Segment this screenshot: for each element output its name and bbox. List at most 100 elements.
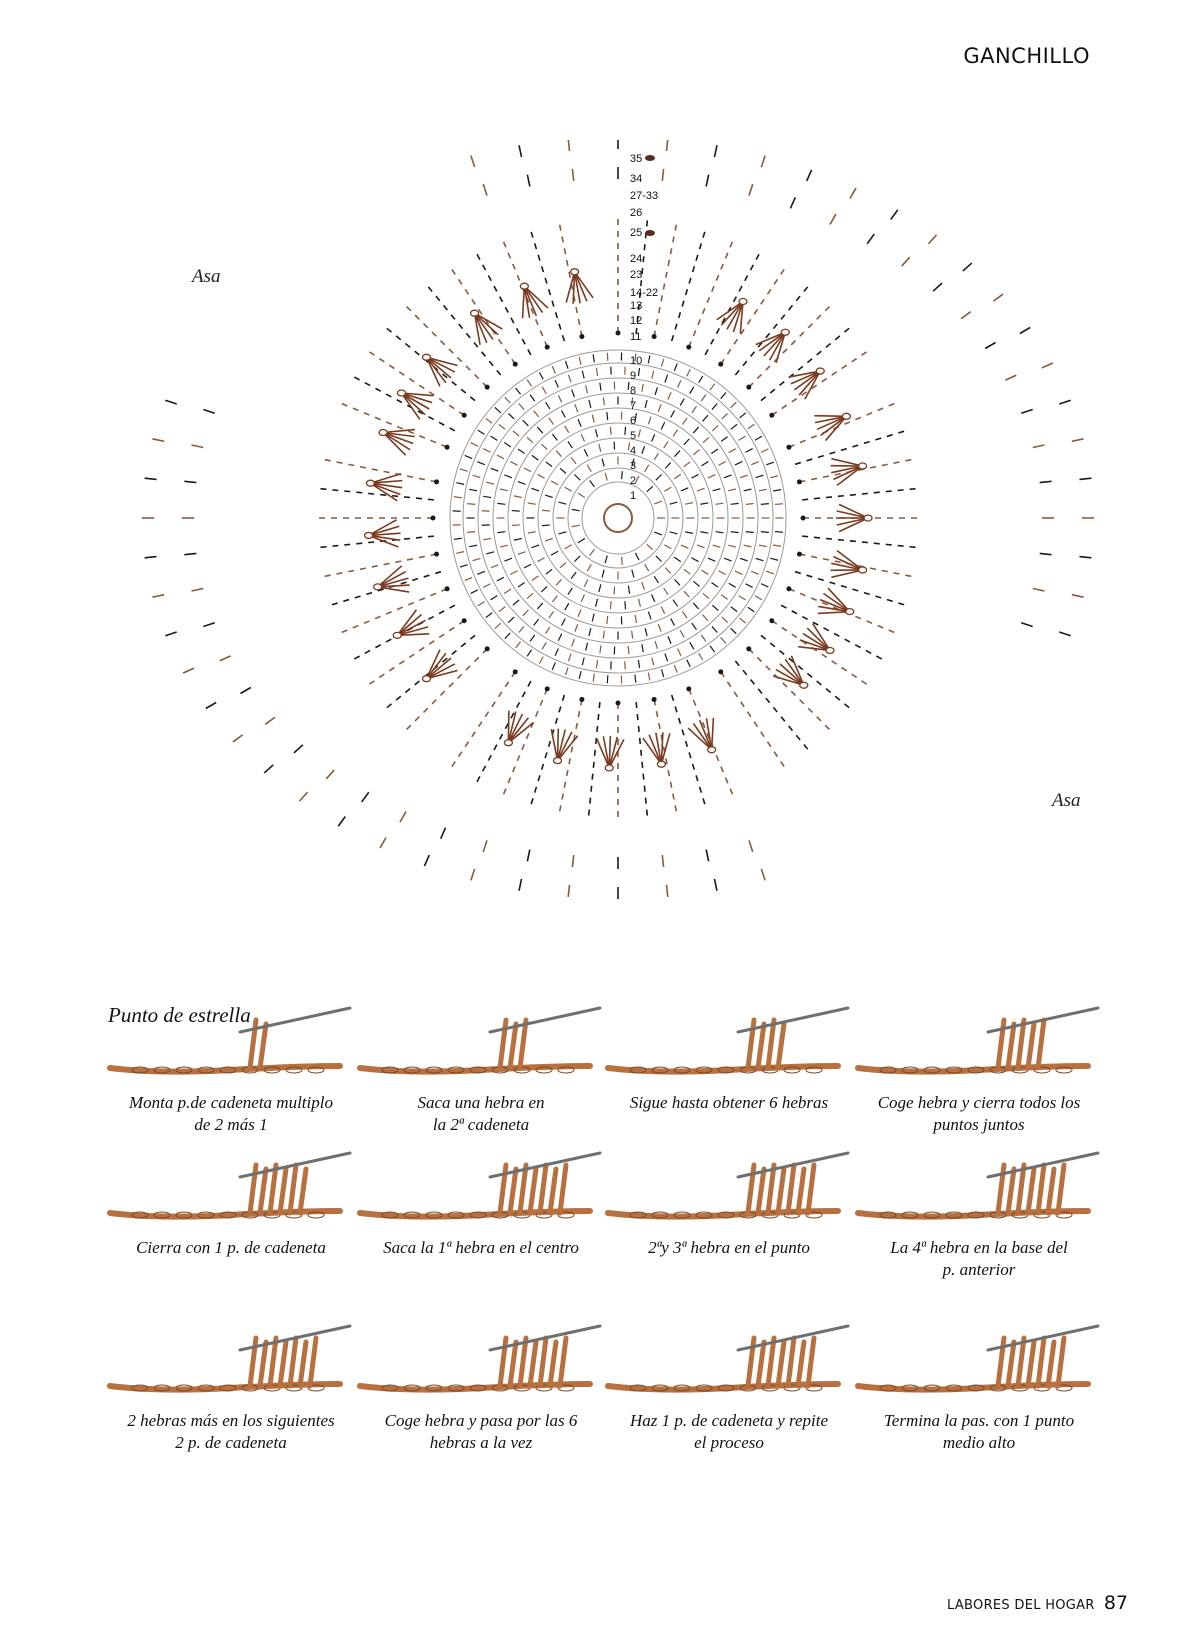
step-illustration bbox=[357, 1151, 602, 1220]
step-caption-line-2: medio alto bbox=[942, 1433, 1016, 1452]
outer-round-tick bbox=[361, 791, 370, 803]
stitch-tick bbox=[591, 613, 595, 622]
chain-link bbox=[131, 1066, 149, 1074]
chain-link bbox=[879, 1384, 897, 1392]
outer-round-tick bbox=[571, 855, 575, 868]
stitch-tick bbox=[459, 468, 468, 472]
chart-spoke bbox=[635, 702, 649, 817]
stitch-tick bbox=[477, 461, 486, 466]
stitch-tick bbox=[578, 356, 582, 366]
chain-link bbox=[219, 1211, 237, 1219]
yarn-loop bbox=[765, 1335, 777, 1389]
stitch-tick bbox=[564, 360, 569, 369]
yarn-loop bbox=[547, 1166, 559, 1216]
spoke-marker bbox=[615, 330, 621, 336]
stitch-tick bbox=[598, 584, 602, 593]
stitch-tick bbox=[657, 404, 662, 413]
yarn-loop bbox=[537, 1162, 549, 1216]
stitch-tick bbox=[541, 386, 547, 395]
chain-link bbox=[197, 1384, 215, 1392]
stitch-tick bbox=[470, 442, 479, 447]
stitch-tick bbox=[712, 488, 721, 492]
stitch-tick bbox=[631, 569, 635, 578]
stitch-tick bbox=[486, 551, 495, 555]
stitch-tick bbox=[490, 595, 498, 601]
chain-link bbox=[805, 1066, 823, 1074]
step-caption-line-1: Monta p.de cadeneta multiplo bbox=[129, 1093, 333, 1112]
chart-spoke bbox=[385, 634, 476, 709]
yarn-loop bbox=[277, 1339, 289, 1389]
yarn-chain bbox=[357, 1063, 593, 1075]
chart-spoke bbox=[319, 487, 434, 501]
stitch-tick bbox=[464, 576, 473, 582]
yarn-loop bbox=[1015, 1162, 1027, 1216]
stitch-tick bbox=[698, 652, 704, 661]
stitch-tick bbox=[497, 531, 506, 534]
stitch-tick bbox=[527, 531, 536, 534]
outer-round-tick bbox=[191, 587, 204, 592]
stitch-tick bbox=[660, 422, 666, 430]
outer-round-tick bbox=[748, 183, 754, 196]
stitch-tick bbox=[670, 410, 675, 418]
crochet-hook bbox=[986, 1151, 1100, 1179]
stitch-step-10: Coge hebra y pasa por las 6 hebras a la v… bbox=[350, 1318, 612, 1454]
crochet-hook bbox=[238, 1151, 352, 1179]
step-caption: Haz 1 p. de cadeneta y repite el proceso bbox=[598, 1410, 860, 1454]
outer-round-tick bbox=[1021, 408, 1033, 415]
stitch-tick bbox=[548, 611, 555, 619]
stitch-tick bbox=[745, 583, 753, 588]
stitch-tick bbox=[730, 401, 737, 409]
yarn-loop bbox=[507, 1021, 519, 1071]
round-label: 25 bbox=[630, 227, 642, 239]
stitch-tick bbox=[599, 645, 602, 654]
outer-round-tick bbox=[439, 827, 447, 839]
stitch-tick bbox=[494, 406, 502, 414]
chain-link bbox=[629, 1211, 647, 1219]
chart-spoke bbox=[788, 402, 896, 448]
stitch-tick bbox=[750, 570, 759, 575]
stitch-tick bbox=[469, 544, 478, 548]
star-stitch bbox=[421, 353, 458, 387]
chart-spoke bbox=[802, 535, 917, 549]
stitch-tick bbox=[743, 544, 752, 548]
yarn-loop bbox=[775, 1021, 787, 1071]
stitch-tick bbox=[586, 464, 592, 472]
stitch-tick bbox=[712, 424, 719, 432]
step-caption-line-1: Termina la pas. con 1 punto bbox=[883, 1411, 1075, 1430]
stitch-tick bbox=[653, 575, 659, 584]
stitch-tick bbox=[588, 399, 592, 408]
step-caption-line-1: Saca la 1ª hebra en el centro bbox=[383, 1238, 579, 1257]
step-caption: Monta p.de cadeneta multiplo de 2 más 1 bbox=[100, 1092, 362, 1136]
spoke-marker bbox=[579, 696, 585, 702]
stitch-tick bbox=[541, 524, 550, 527]
stitch-tick bbox=[585, 642, 589, 651]
stitch-step-5: Cierra con 1 p. de cadeneta bbox=[100, 1145, 362, 1259]
chart-spoke bbox=[323, 553, 437, 578]
stitch-tick bbox=[564, 603, 570, 611]
step-caption-line-2: 2 p. de cadeneta bbox=[175, 1433, 287, 1452]
outer-round-tick bbox=[1071, 593, 1084, 598]
chart-ring bbox=[507, 407, 729, 629]
chain-link bbox=[923, 1066, 941, 1074]
step-caption-line-1: Cierra con 1 p. de cadeneta bbox=[136, 1238, 326, 1257]
stitch-tick bbox=[550, 480, 559, 486]
star-stitch bbox=[421, 649, 458, 683]
stitch-tick bbox=[760, 448, 769, 453]
stitch-tick bbox=[683, 568, 691, 575]
stitch-tick bbox=[551, 662, 556, 671]
stitch-tick bbox=[691, 473, 699, 479]
stitch-tick bbox=[496, 576, 505, 582]
stitch-tick bbox=[770, 557, 779, 561]
yarn-loop bbox=[257, 1021, 269, 1071]
outer-round-tick bbox=[325, 769, 335, 780]
outer-round-tick bbox=[713, 878, 718, 891]
stitch-tick bbox=[644, 464, 650, 472]
stitch-tick bbox=[745, 531, 754, 534]
stitch-tick bbox=[664, 567, 672, 574]
chain-link bbox=[1055, 1384, 1073, 1392]
outer-round-tick bbox=[152, 438, 165, 443]
stitch-tick bbox=[499, 544, 508, 548]
outer-round-tick bbox=[205, 701, 217, 710]
outer-round-tick bbox=[1059, 399, 1071, 405]
